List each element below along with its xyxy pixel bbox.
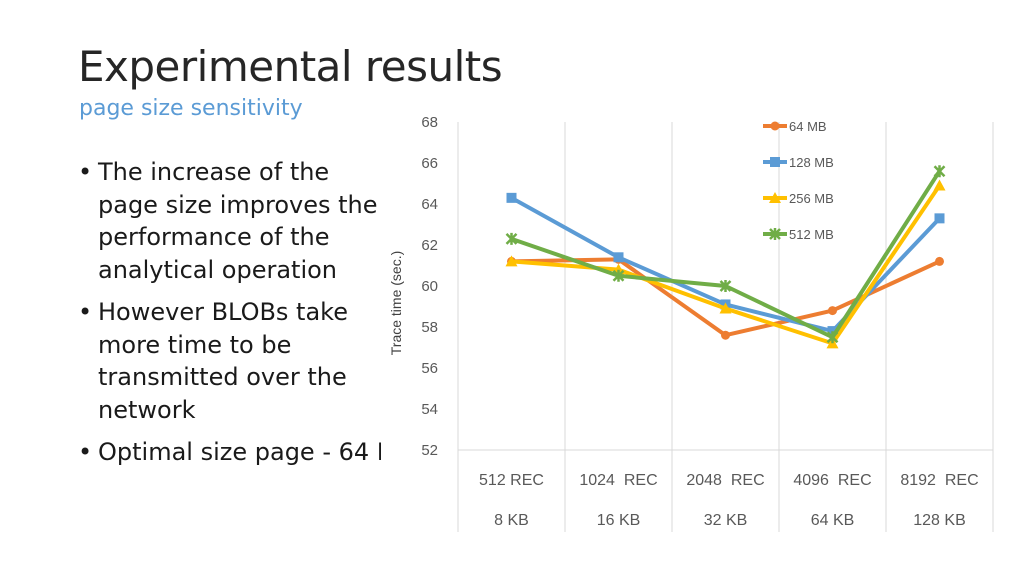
series-line [509, 183, 942, 346]
bullet-text: However BLOBs take more time to be trans… [98, 298, 348, 424]
data-point [719, 302, 732, 314]
chart-legend: 64 MB 128 MB 256 MB 512 MB [763, 119, 834, 242]
bullet-dot-icon: • [78, 298, 93, 326]
x-tick-label: 8192 REC [900, 472, 978, 489]
legend-marker-icon [770, 157, 780, 167]
line-chart: 52 54 56 58 60 62 64 66 68 Trace time (sec.) 512 R… [388, 114, 994, 532]
data-point [505, 255, 518, 267]
data-point [719, 280, 732, 292]
x-tick-label: 64 KB [811, 512, 855, 529]
legend-marker-icon [769, 192, 781, 203]
data-point [612, 269, 625, 282]
bullet-dot-icon: • [78, 158, 93, 186]
bullet-item: • However BLOBs take more time to be tran… [76, 296, 381, 426]
slide-subtitle: page size sensitivity [79, 96, 303, 121]
data-point [506, 192, 517, 203]
y-tick-label: 56 [421, 360, 438, 377]
y-tick-label: 64 [421, 196, 438, 213]
bullet-text: The increase of the page size improves t… [98, 158, 378, 284]
legend-marker-icon [769, 228, 781, 240]
x-tick-label: 512 REC [479, 472, 544, 489]
slide-title: Experimental results [78, 42, 503, 91]
data-point [826, 331, 839, 344]
y-tick-label: 52 [421, 442, 438, 459]
legend-marker-icon [770, 121, 780, 131]
y-tick-label: 60 [421, 278, 438, 295]
bullet-list: • The increase of the page size improves … [76, 156, 381, 476]
x-tick-label: 8 KB [494, 512, 529, 529]
data-point [505, 232, 518, 245]
legend-label: 64 MB [789, 119, 827, 134]
y-tick-label: 68 [421, 114, 438, 131]
data-point [721, 330, 730, 340]
x-tick-label: 2048 REC [686, 472, 764, 489]
data-point [828, 306, 837, 316]
chart-gridlines [457, 122, 994, 532]
chart-series [505, 165, 946, 349]
legend-label: 128 MB [789, 155, 834, 170]
chart-axes: 52 54 56 58 60 62 64 66 68 Trace time (sec.) 512 R… [388, 114, 993, 529]
legend-label: 512 MB [789, 227, 834, 242]
y-tick-label: 66 [421, 155, 438, 172]
y-axis-title: Trace time (sec.) [388, 251, 404, 356]
bullet-text: Optimal size page - 64 KB [98, 438, 381, 466]
bullet-item: • Optimal size page - 64 KB [76, 436, 381, 469]
data-point [934, 213, 945, 224]
data-point [613, 252, 624, 263]
data-point [933, 179, 946, 191]
y-tick-label: 62 [421, 237, 438, 254]
x-tick-label: 4096 REC [793, 472, 871, 489]
y-tick-label: 58 [421, 319, 438, 336]
legend-label: 256 MB [789, 191, 834, 206]
data-point [933, 165, 946, 178]
x-tick-label: 128 KB [913, 512, 965, 529]
x-tick-label: 1024 REC [579, 472, 657, 489]
x-tick-label: 32 KB [704, 512, 748, 529]
y-tick-label: 54 [421, 401, 438, 418]
data-point [827, 326, 838, 337]
bullet-item: • The increase of the page size improves … [76, 156, 381, 286]
bullet-dot-icon: • [78, 438, 93, 466]
data-point [935, 256, 944, 266]
x-tick-label: 16 KB [597, 512, 641, 529]
